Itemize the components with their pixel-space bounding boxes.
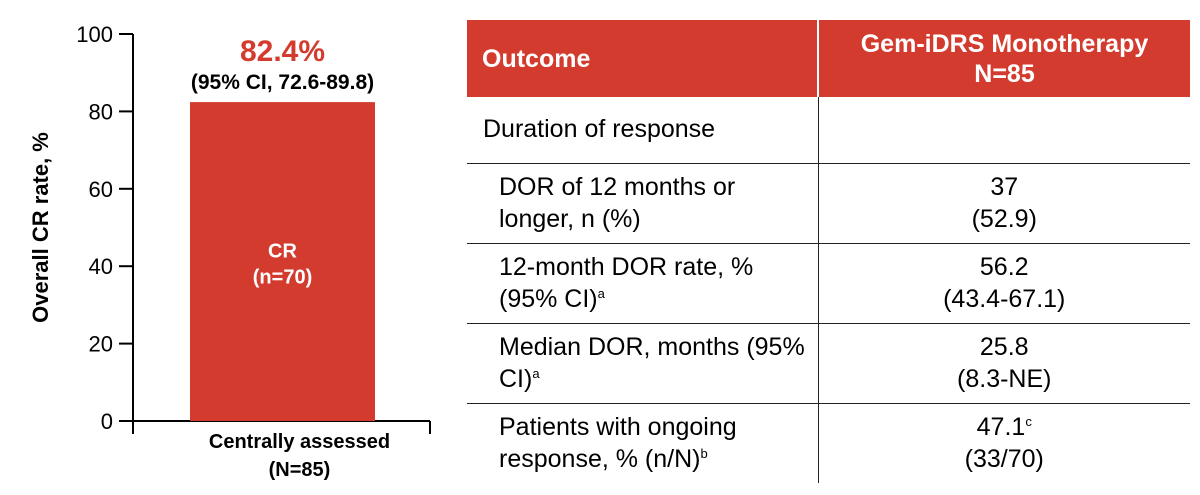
footnote-marker: b (700, 445, 708, 461)
row-label: DOR of 12 months or longer, n (%) (467, 163, 818, 244)
bar-inner-count-label: (n=70) (253, 267, 312, 289)
x-category-label: Centrally assessed (209, 431, 390, 453)
row-value: 37 (52.9) (817, 163, 1190, 244)
header-treatment: Gem-iDRS Monotherapy N=85 (818, 20, 1190, 97)
bar-ci-label: (95% CI, 72.6-89.8) (191, 71, 374, 94)
section-value-cell (817, 97, 1190, 164)
table-header-row: Outcome Gem-iDRS Monotherapy N=85 (467, 20, 1190, 97)
y-tick-label: 40 (89, 254, 113, 279)
header-treatment-name: Gem-iDRS Monotherapy (860, 29, 1149, 58)
row-label: Median DOR, months (95% CI)a (467, 323, 818, 404)
y-axis-ticks: 0 20 40 60 80 100 (76, 22, 133, 434)
duration-of-response-table: Outcome Gem-iDRS Monotherapy N=85 Durati… (467, 20, 1190, 483)
footnote-marker: c (1025, 413, 1032, 429)
y-tick-label: 60 (89, 177, 113, 202)
y-tick-label: 20 (89, 332, 113, 357)
table-row: Patients with ongoing response, % (n/N)b… (467, 403, 1190, 483)
row-value: 47.1c (33/70) (817, 403, 1190, 483)
header-outcome: Outcome (467, 20, 819, 97)
section-label: Duration of response (467, 97, 818, 164)
y-tick-label: 0 (101, 409, 113, 434)
footnote-marker: a (597, 285, 605, 301)
table-section-row: Duration of response (467, 97, 1190, 164)
bar-inner-label: CR (268, 241, 297, 263)
cr-bar (190, 102, 375, 421)
bar-value-label: 82.4% (240, 35, 325, 68)
x-category-sublabel: (N=85) (269, 459, 331, 481)
y-tick-label: 100 (76, 22, 113, 47)
table-row: DOR of 12 months or longer, n (%) 37 (52.… (467, 163, 1190, 244)
y-tick-label: 80 (89, 99, 113, 124)
row-label: 12-month DOR rate, % (95% CI)a (467, 243, 818, 324)
y-axis-label: Overall CR rate, % (28, 132, 53, 323)
footnote-marker: a (532, 365, 540, 381)
row-value: 56.2 (43.4-67.1) (817, 243, 1190, 324)
row-value: 25.8 (8.3-NE) (817, 323, 1190, 404)
table-row: Median DOR, months (95% CI)a 25.8 (8.3-NE… (467, 323, 1190, 404)
row-label: Patients with ongoing response, % (n/N)b (499, 412, 737, 473)
cr-rate-bar-chart: 0 20 40 60 80 100 Overall CR rate, % CR (n=70… (28, 22, 431, 481)
header-treatment-n: N=85 (974, 59, 1035, 88)
table-row: 12-month DOR rate, % (95% CI)a 56.2 (43.4… (467, 243, 1190, 324)
